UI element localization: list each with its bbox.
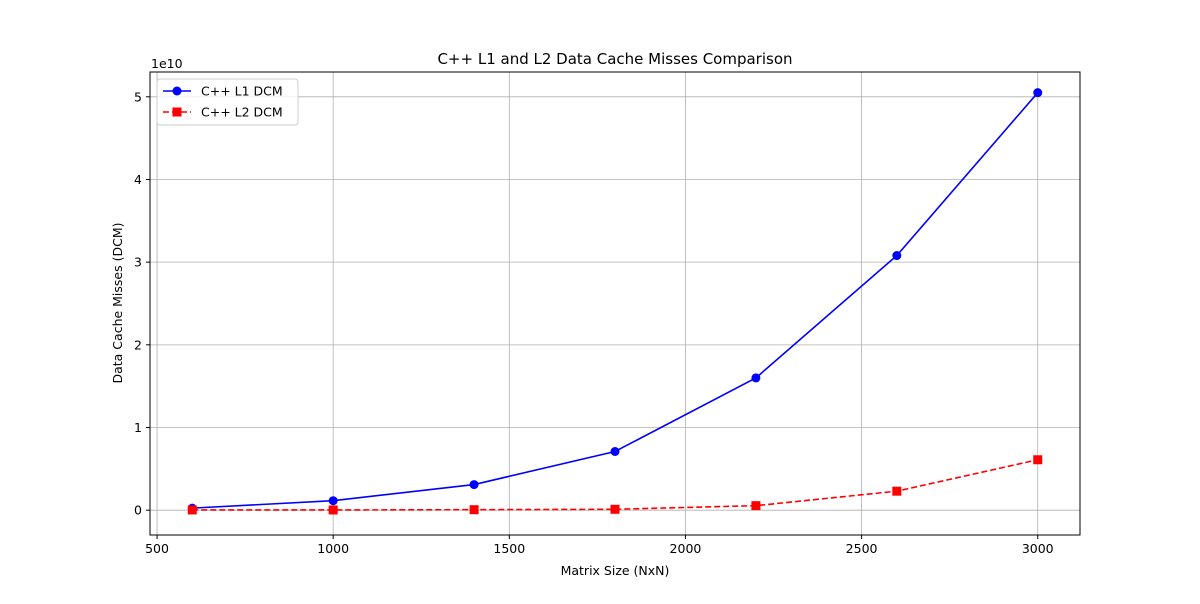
y-tick-label: 5 <box>134 89 142 104</box>
legend-marker <box>172 86 182 96</box>
data-point <box>328 505 338 515</box>
data-point <box>1033 455 1043 465</box>
data-point <box>610 446 620 456</box>
series-layer <box>187 88 1043 515</box>
series-line-1 <box>192 92 1039 509</box>
data-point <box>469 505 479 515</box>
data-point <box>892 486 902 496</box>
data-point <box>751 501 761 511</box>
y-axis-label: Data Cache Misses (DCM) <box>110 222 125 383</box>
x-tick-label: 2000 <box>670 541 702 556</box>
data-point <box>328 496 338 506</box>
legend-label-2: C++ L2 DCM <box>201 105 283 120</box>
plot-frame <box>149 71 1081 536</box>
data-point <box>187 505 197 515</box>
tick-layer: 500 1000 1500 2000 2500 3000 0 1 2 3 4 5 <box>134 89 1054 556</box>
y-tick-label: 2 <box>134 337 142 352</box>
x-axis-label: Matrix Size (NxN) <box>561 563 670 578</box>
y-tick-label: 3 <box>134 255 142 270</box>
x-tick-label: 1000 <box>317 541 349 556</box>
series-line-2 <box>192 458 1038 511</box>
grid-layer <box>150 72 1080 535</box>
y-tick-label: 1 <box>134 420 142 435</box>
x-tick-label: 3000 <box>1022 541 1054 556</box>
legend-box <box>156 78 299 126</box>
x-tick-label: 1500 <box>493 541 525 556</box>
legend-label-1: C++ L1 DCM <box>201 84 283 99</box>
y-tick-label: 4 <box>134 172 142 187</box>
y-tick-label: 0 <box>134 503 142 518</box>
data-point <box>892 251 902 261</box>
y-axis-scale-label: 1e10 <box>151 56 183 71</box>
x-tick-label: 500 <box>145 541 169 556</box>
legend: C++ L1 DCM C++ L2 DCM <box>156 78 299 126</box>
data-point <box>469 480 479 490</box>
legend-marker <box>172 107 182 117</box>
x-tick-label: 2500 <box>846 541 878 556</box>
data-point <box>751 373 761 383</box>
data-point <box>610 504 620 514</box>
chart-title: C++ L1 and L2 Data Cache Misses Comparis… <box>437 50 792 68</box>
data-point <box>1033 88 1043 98</box>
